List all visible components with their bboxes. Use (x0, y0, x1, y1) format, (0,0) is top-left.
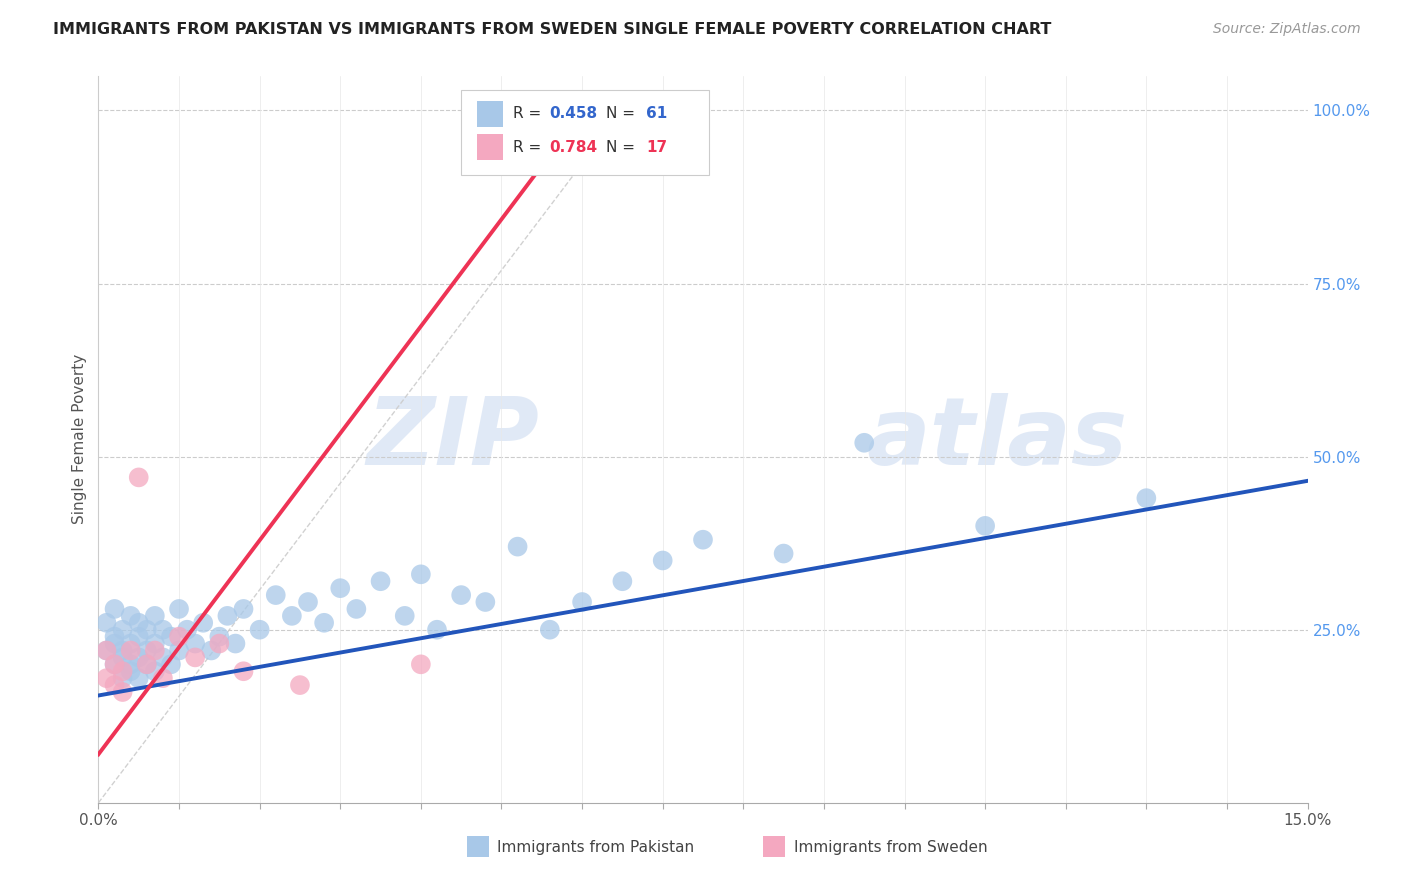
Point (135, 623, 157, 637)
Text: Immigrants from Sweden: Immigrants from Sweden (793, 839, 987, 855)
Point (1135, 491, 1157, 505)
Point (128, 615, 150, 630)
Point (111, 685, 134, 699)
Point (692, 533, 714, 547)
Text: 0.784: 0.784 (550, 139, 598, 154)
Point (344, 602, 367, 616)
Point (120, 608, 142, 623)
Point (135, 657, 157, 672)
Point (249, 623, 271, 637)
Point (224, 636, 246, 650)
Text: atlas: atlas (866, 393, 1128, 485)
Text: R =: R = (513, 106, 547, 121)
FancyBboxPatch shape (461, 89, 709, 176)
Point (103, 678, 125, 692)
FancyBboxPatch shape (467, 836, 489, 857)
Point (426, 623, 449, 637)
Point (538, 623, 561, 637)
Point (128, 650, 150, 665)
Point (193, 615, 215, 630)
Point (96, 615, 118, 630)
Point (111, 671, 134, 685)
Point (135, 643, 157, 657)
Point (167, 643, 190, 657)
Text: N =: N = (606, 139, 640, 154)
Point (128, 470, 150, 484)
Point (264, 588, 287, 602)
Point (143, 643, 166, 657)
Point (281, 608, 304, 623)
Point (232, 602, 254, 616)
Point (208, 636, 231, 650)
Point (111, 665, 134, 679)
Point (314, 615, 336, 630)
Point (103, 657, 125, 672)
Point (103, 636, 125, 650)
Point (120, 643, 142, 657)
Point (96, 643, 118, 657)
Point (96, 643, 118, 657)
Point (167, 602, 190, 616)
FancyBboxPatch shape (477, 101, 503, 127)
Point (111, 643, 134, 657)
Point (329, 581, 352, 595)
Point (167, 630, 190, 644)
Point (853, 435, 876, 450)
Point (474, 595, 496, 609)
Point (232, 665, 254, 679)
Point (96, 671, 118, 685)
Point (297, 595, 319, 609)
Point (370, 574, 392, 589)
Point (974, 519, 997, 533)
Point (184, 636, 207, 650)
Point (128, 630, 150, 644)
Text: Source: ZipAtlas.com: Source: ZipAtlas.com (1213, 22, 1361, 37)
Point (111, 623, 134, 637)
Text: R =: R = (513, 139, 547, 154)
Point (506, 540, 529, 554)
Point (135, 657, 157, 672)
Point (143, 636, 166, 650)
FancyBboxPatch shape (763, 836, 785, 857)
Point (120, 665, 142, 679)
Point (571, 595, 593, 609)
Point (120, 636, 142, 650)
Point (772, 547, 794, 561)
Point (143, 665, 166, 679)
Point (176, 623, 198, 637)
Point (651, 553, 673, 567)
Point (208, 630, 231, 644)
Text: Immigrants from Pakistan: Immigrants from Pakistan (498, 839, 695, 855)
Point (152, 623, 174, 637)
FancyBboxPatch shape (477, 134, 503, 161)
Point (160, 630, 183, 644)
Point (409, 657, 432, 672)
Point (612, 574, 634, 589)
Text: 0.458: 0.458 (550, 106, 598, 121)
Point (450, 588, 472, 602)
Point (288, 678, 311, 692)
Point (394, 608, 416, 623)
Point (120, 657, 142, 672)
Point (103, 630, 125, 644)
Text: 61: 61 (647, 106, 668, 121)
Point (160, 657, 183, 672)
Point (111, 650, 134, 665)
Point (103, 602, 125, 616)
Point (128, 671, 150, 685)
Text: N =: N = (606, 106, 640, 121)
Point (152, 671, 174, 685)
Point (200, 643, 222, 657)
Point (143, 608, 166, 623)
Text: 17: 17 (647, 139, 668, 154)
Point (103, 657, 125, 672)
Point (409, 567, 432, 582)
Text: IMMIGRANTS FROM PAKISTAN VS IMMIGRANTS FROM SWEDEN SINGLE FEMALE POVERTY CORRELA: IMMIGRANTS FROM PAKISTAN VS IMMIGRANTS F… (53, 22, 1052, 37)
Text: ZIP: ZIP (367, 393, 540, 485)
Y-axis label: Single Female Poverty: Single Female Poverty (72, 354, 87, 524)
Point (217, 608, 239, 623)
Point (152, 650, 174, 665)
Point (184, 650, 207, 665)
